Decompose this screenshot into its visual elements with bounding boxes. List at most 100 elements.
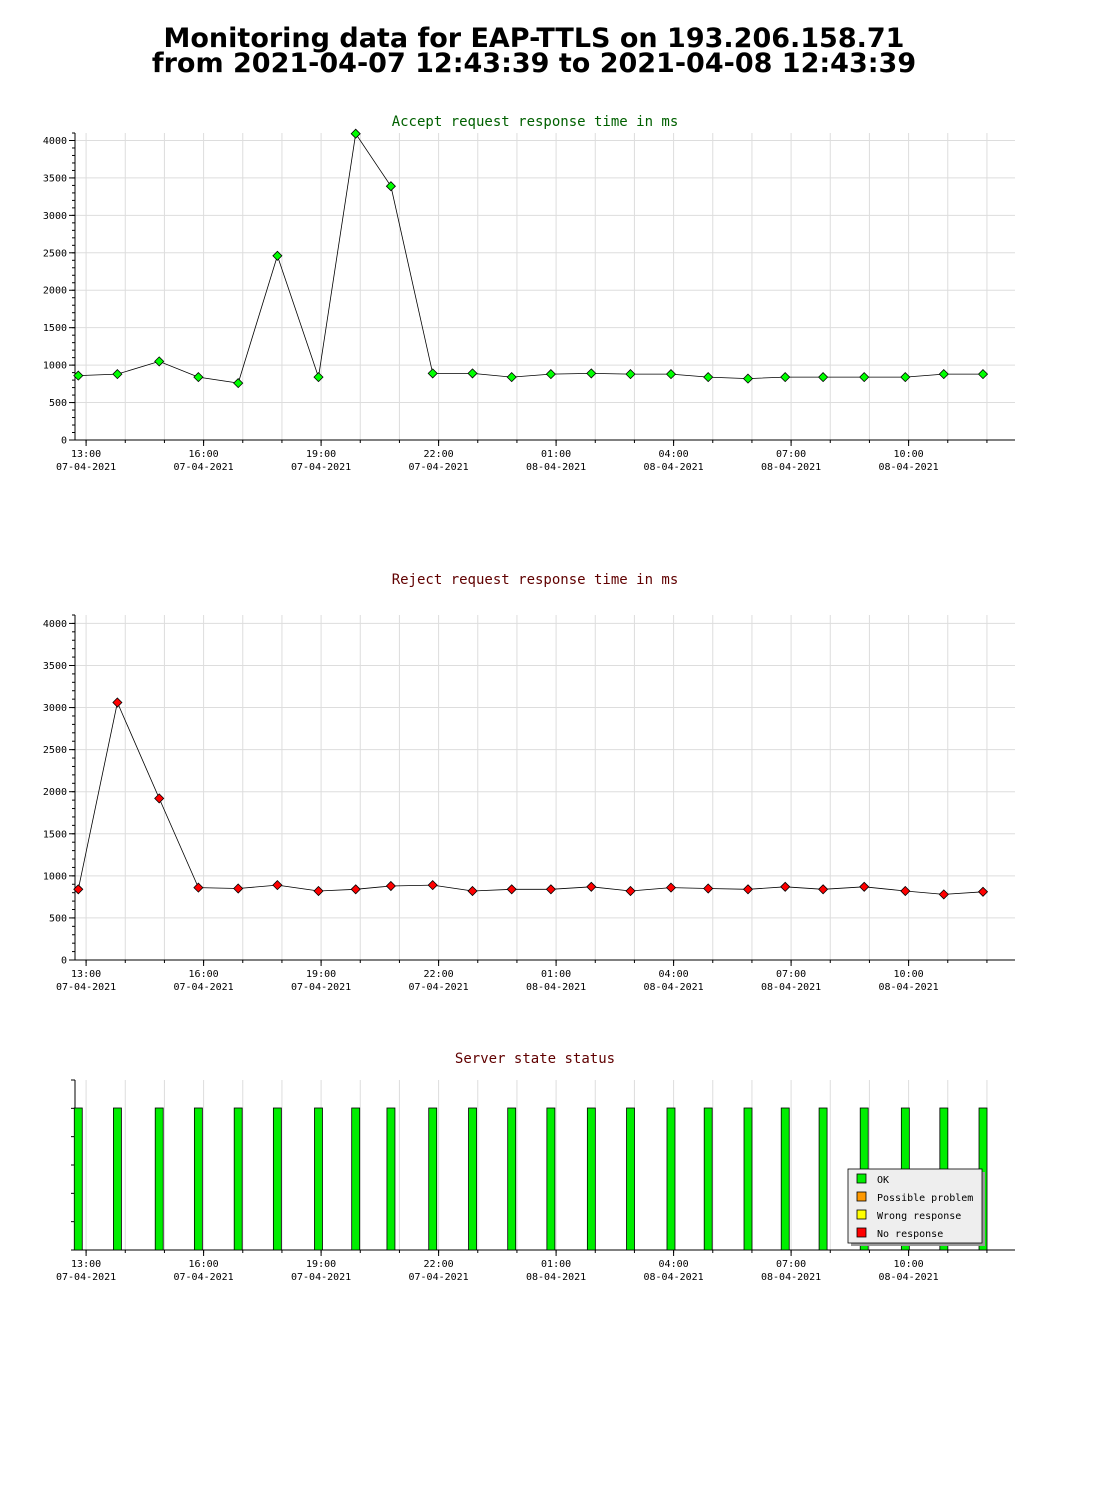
status-bar xyxy=(586,1107,596,1251)
x-tick-label-time: 13:00 xyxy=(71,969,101,980)
legend: OK Possible problem Wrong response No respo… xyxy=(847,1168,985,1246)
data-point xyxy=(665,882,677,893)
y-tick-label: 1500 xyxy=(43,829,67,840)
x-tick-label-time: 07:00 xyxy=(776,969,806,980)
status-bar xyxy=(113,1107,122,1251)
x-tick-label-time: 16:00 xyxy=(189,969,219,980)
x-tick-label-time: 07:00 xyxy=(776,449,806,460)
y-tick-label: 0 xyxy=(61,436,67,447)
status-bar xyxy=(703,1107,713,1251)
data-point xyxy=(742,884,754,895)
x-tick-label-date: 07-04-2021 xyxy=(56,1272,116,1283)
x-tick-label-time: 10:00 xyxy=(894,1259,924,1270)
x-tick-label-time: 22:00 xyxy=(424,1259,454,1270)
x-tick-label-date: 07-04-2021 xyxy=(291,982,351,993)
x-tick-label-time: 01:00 xyxy=(541,1259,571,1270)
chart-title: Accept request response time in ms xyxy=(392,114,679,130)
data-point xyxy=(193,372,204,383)
x-tick-label-time: 04:00 xyxy=(659,449,689,460)
data-point xyxy=(625,885,636,897)
data-point xyxy=(938,369,949,380)
chart-1: Accept request response time in ms 0 500 10… xyxy=(43,114,1015,473)
page-title: Monitoring data for EAP-TTLS on 193.206.… xyxy=(0,25,1068,79)
x-tick-label-time: 19:00 xyxy=(306,449,336,460)
data-point xyxy=(112,697,123,708)
x-tick-label-time: 19:00 xyxy=(306,969,336,980)
data-point xyxy=(859,881,870,892)
x-tick-label-date: 08-04-2021 xyxy=(526,1272,586,1283)
x-tick-label-time: 22:00 xyxy=(424,969,454,980)
data-point xyxy=(73,884,84,895)
legend-swatch xyxy=(856,1191,867,1202)
data-point xyxy=(427,368,438,379)
status-bar xyxy=(468,1107,477,1251)
y-tick-label: 2500 xyxy=(43,248,67,259)
data-point xyxy=(586,881,597,892)
legend-label: Possible problem xyxy=(877,1193,973,1204)
x-tick-label-date: 07-04-2021 xyxy=(173,462,233,473)
x-tick-label-time: 13:00 xyxy=(71,449,101,460)
y-tick-label: 1500 xyxy=(43,323,67,334)
series-line xyxy=(78,132,983,384)
y-tick-label: 4000 xyxy=(43,619,67,630)
data-point xyxy=(665,369,677,380)
y-tick-label: 3500 xyxy=(43,173,67,184)
x-tick-label-date: 07-04-2021 xyxy=(291,1272,351,1283)
x-tick-label-time: 07:00 xyxy=(776,1259,806,1270)
x-tick-label-date: 07-04-2021 xyxy=(56,982,116,993)
data-point xyxy=(350,884,361,895)
chart-3: Server state status 13:00 07-04-2021 16:00 0… xyxy=(56,1051,1015,1283)
data-point xyxy=(467,885,478,897)
data-point xyxy=(742,373,754,384)
x-tick-label-time: 01:00 xyxy=(541,449,571,460)
y-tick-label: 500 xyxy=(49,913,67,924)
data-point xyxy=(586,368,597,379)
status-bar xyxy=(428,1107,438,1251)
x-tick-label-date: 08-04-2021 xyxy=(526,982,586,993)
y-tick-label: 3000 xyxy=(43,211,67,222)
y-tick-label: 2000 xyxy=(43,787,67,798)
x-tick-label-date: 08-04-2021 xyxy=(761,1272,821,1283)
data-point xyxy=(385,181,396,192)
x-tick-label-date: 08-04-2021 xyxy=(878,1272,938,1283)
x-tick-label-date: 08-04-2021 xyxy=(643,462,703,473)
data-point xyxy=(385,880,396,892)
status-bar xyxy=(272,1107,282,1251)
status-bar xyxy=(818,1107,828,1251)
x-tick-label-time: 10:00 xyxy=(894,969,924,980)
x-tick-label-date: 08-04-2021 xyxy=(643,1272,703,1283)
status-bar xyxy=(193,1107,203,1251)
data-point xyxy=(506,372,517,383)
grid xyxy=(75,615,1015,961)
status-bar xyxy=(546,1107,556,1251)
status-bar xyxy=(351,1107,361,1251)
page-title-line-2: from 2021-04-07 12:43:39 to 2021-04-08 1… xyxy=(151,48,917,79)
x-tick-label-date: 08-04-2021 xyxy=(643,982,703,993)
data-point xyxy=(233,883,244,894)
x-tick-label-date: 07-04-2021 xyxy=(173,982,233,993)
legend-swatch xyxy=(856,1209,867,1220)
status-bar xyxy=(507,1107,517,1251)
x-tick-label-date: 07-04-2021 xyxy=(56,462,116,473)
series-line xyxy=(77,701,984,895)
legend-swatch xyxy=(856,1227,867,1238)
x-tick-label-time: 01:00 xyxy=(541,969,571,980)
data-point xyxy=(938,889,949,900)
y-tick-label: 3000 xyxy=(43,703,67,714)
x-tick-label-time: 04:00 xyxy=(659,1259,689,1270)
data-point xyxy=(272,250,283,261)
status-bar xyxy=(73,1107,83,1251)
data-point xyxy=(625,369,636,380)
data-point xyxy=(859,372,870,383)
status-bar xyxy=(666,1107,676,1251)
data-point xyxy=(900,885,911,897)
y-tick-label: 1000 xyxy=(43,871,67,882)
status-bar xyxy=(780,1107,790,1251)
data-point xyxy=(780,881,791,892)
y-tick-label: 4000 xyxy=(43,136,67,147)
status-bar xyxy=(743,1107,753,1251)
status-bar xyxy=(386,1107,396,1251)
status-bar xyxy=(233,1107,243,1251)
x-tick-label-date: 07-04-2021 xyxy=(173,1272,233,1283)
data-point xyxy=(703,883,714,894)
